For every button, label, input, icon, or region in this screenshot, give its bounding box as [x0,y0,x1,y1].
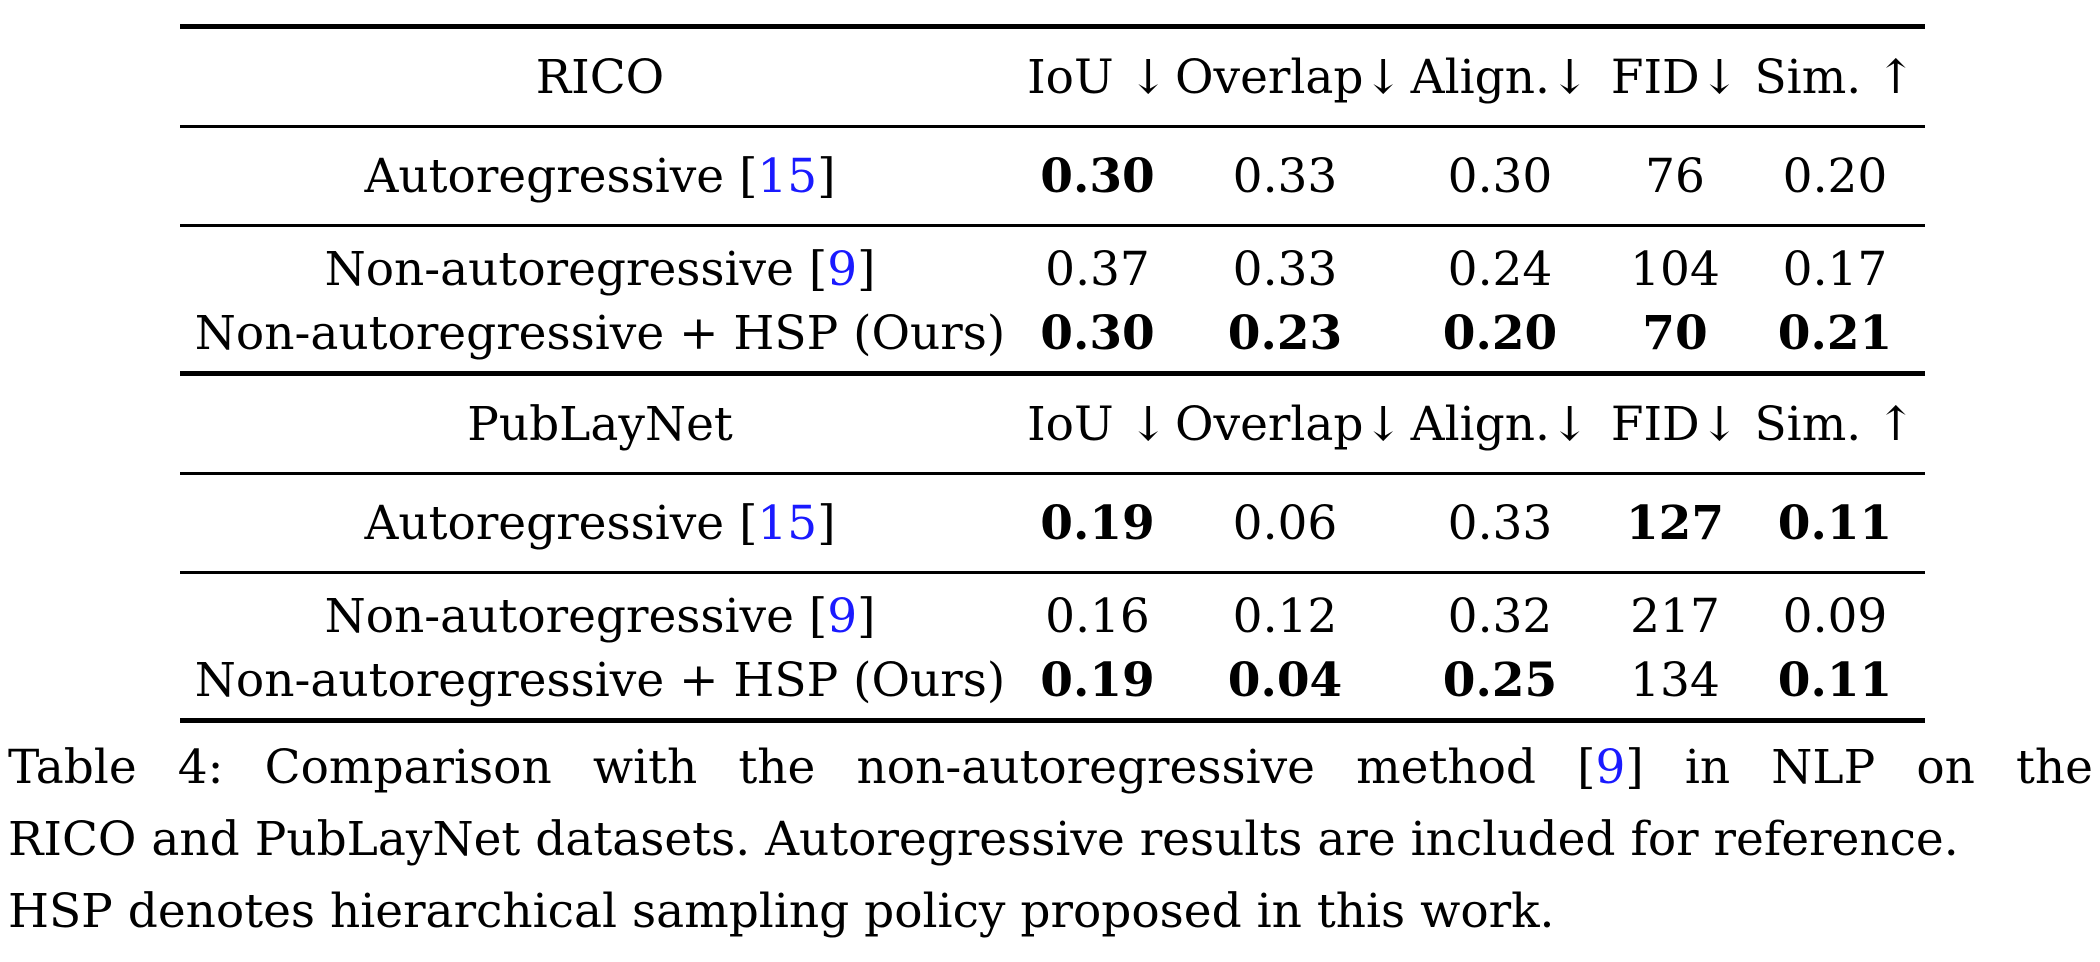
citation-bracket: [ [808,588,828,644]
caption-word: 4: [177,740,224,795]
metric-value: 217 [1605,571,1745,648]
metric-value: 0.33 [1395,472,1605,573]
metric-value: 76 [1605,125,1745,226]
caption-word: on [1916,740,1975,795]
metric-value: 0.19 [1020,648,1175,723]
metric-value: 0.21 [1777,305,1893,361]
caption-word: Comparison [264,740,552,795]
caption-word: the [2016,740,2093,795]
metric-header: Sim. ↑ [1745,24,1925,127]
metric-value: 0.25 [1395,648,1605,723]
method-cell: Non-autoregressive [9] [180,571,1020,648]
citation-bracket: ] [817,495,836,551]
dataset-label: PubLayNet [180,371,1020,474]
caption-word: with [592,740,698,795]
method-cell: Non-autoregressive + HSP (Ours) [180,301,1020,374]
metric-value: 0.30 [1020,125,1175,226]
caption-word: in [1684,740,1731,795]
citation-link[interactable]: 15 [757,148,818,204]
results-table-container: RICO IoU ↓ Overlap↓ Align.↓ FID↓ Sim. ↑ Autore… [180,24,1925,723]
table-row: Non-autoregressive [9] 0.16 0.12 0.32 217 0.0… [180,571,1925,648]
metric-value: 0.19 [1020,472,1175,573]
caption-line-1: Table 4: Comparison with the non-autoregressi… [8,732,2093,804]
metric-value: 134 [1605,648,1745,723]
caption-word: non-autoregressive [856,740,1315,795]
metric-header: FID↓ [1605,24,1745,127]
citation-link[interactable]: 9 [1595,740,1626,795]
metric-value: 0.24 [1395,224,1605,301]
metric-value: 0.37 [1020,224,1175,301]
caption-word: Table [8,740,137,795]
citation-link[interactable]: 9 [827,241,858,297]
metric-value: 0.23 [1227,305,1343,361]
metric-value: 0.32 [1395,571,1605,648]
metric-value: 0.16 [1020,571,1175,648]
publaynet-header-row: PubLayNet IoU ↓ Overlap↓ Align.↓ FID↓ Sim. ↑ [180,371,1925,474]
metric-value: 0.30 [1395,125,1605,226]
citation-bracket: [ [808,241,828,297]
table-row: Non-autoregressive [9] 0.37 0.33 0.24 104 0.1… [180,224,1925,301]
table-row: Non-autoregressive + HSP (Ours) 0.19 0.04 0… [180,648,1925,723]
method-name: Non-autoregressive + HSP (Ours) [194,652,1006,708]
metric-value: 0.20 [1745,125,1925,226]
metric-header: IoU ↓ [1020,24,1175,127]
caption-line-2: RICO and PubLayNet datasets. Autoregress… [8,812,1959,867]
caption-word: NLP [1771,740,1876,795]
method-cell: Non-autoregressive [9] [180,224,1020,301]
metric-value: 0.06 [1175,472,1395,573]
metric-value: 127 [1605,472,1745,573]
method-name: Non-autoregressive [324,588,809,644]
metric-value: 0.04 [1175,648,1395,723]
rico-header-row: RICO IoU ↓ Overlap↓ Align.↓ FID↓ Sim. ↑ [180,24,1925,127]
metric-value: 0.20 [1442,305,1558,361]
method-cell: Autoregressive [15] [180,472,1020,573]
metric-value: 0.12 [1175,571,1395,648]
metric-value: 0.33 [1175,224,1395,301]
metric-value: 104 [1605,224,1745,301]
metric-header: IoU ↓ [1020,371,1175,474]
caption-citation: [9] [1577,740,1644,795]
metric-value: 0.09 [1745,571,1925,648]
method-cell: Autoregressive [15] [180,125,1020,226]
table-row: Autoregressive [15] 0.30 0.33 0.30 76 0.20 [180,125,1925,226]
metric-header: FID↓ [1605,371,1745,474]
metric-value: 70 [1642,305,1708,361]
metric-header: Overlap↓ [1175,371,1403,474]
citation-bracket: ] [817,148,836,204]
metric-value: 0.33 [1175,125,1395,226]
citation-bracket: [ [739,495,758,551]
metric-value: 0.17 [1745,224,1925,301]
method-name: Autoregressive [364,495,740,551]
citation-bracket: [ [739,148,758,204]
metric-value: 0.11 [1745,472,1925,573]
method-cell: Non-autoregressive + HSP (Ours) [180,648,1020,723]
citation-link[interactable]: 9 [827,588,858,644]
caption-line-3: HSP denotes hierarchical sampling policy… [8,884,1555,939]
citation-bracket: ] [857,588,876,644]
caption-word: method [1356,740,1536,795]
metric-header: Overlap↓ [1175,24,1403,127]
results-table: RICO IoU ↓ Overlap↓ Align.↓ FID↓ Sim. ↑ Autore… [180,24,1925,723]
metric-value: 0.30 [1040,305,1155,361]
caption-word: the [738,740,816,795]
table-row: Autoregressive [15] 0.19 0.06 0.33 127 0.11 [180,472,1925,573]
table-row: Non-autoregressive + HSP (Ours) 0.30 0.23 0… [180,301,1925,374]
method-name: Autoregressive [364,148,740,204]
metric-value: 0.11 [1745,648,1925,723]
metric-header: Align.↓ [1395,24,1605,127]
table-caption: Table 4: Comparison with the non-autoregressi… [8,732,2093,948]
metric-header: Sim. ↑ [1745,371,1925,474]
method-name: Non-autoregressive + HSP (Ours) [194,305,1006,361]
method-name: Non-autoregressive [324,241,809,297]
citation-bracket: ] [857,241,876,297]
citation-link[interactable]: 15 [757,495,818,551]
dataset-label: RICO [180,24,1020,127]
metric-header: Align.↓ [1395,371,1605,474]
